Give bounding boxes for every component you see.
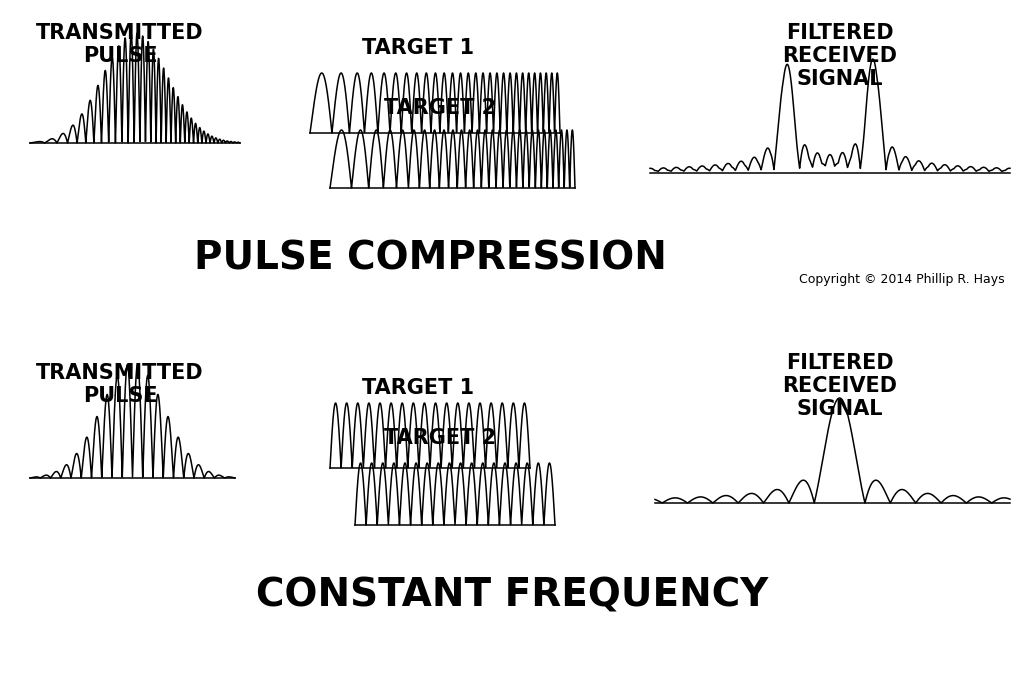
Text: PULSE COMPRESSION: PULSE COMPRESSION — [194, 240, 667, 278]
Text: Copyright © 2014 Phillip R. Hays: Copyright © 2014 Phillip R. Hays — [800, 273, 1005, 286]
Text: FILTERED
RECEIVED
SIGNAL: FILTERED RECEIVED SIGNAL — [782, 23, 897, 90]
Text: FILTERED
RECEIVED
SIGNAL: FILTERED RECEIVED SIGNAL — [782, 353, 897, 419]
Text: TARGET 1: TARGET 1 — [361, 378, 474, 398]
Text: TRANSMITTED
PULSE: TRANSMITTED PULSE — [36, 23, 204, 66]
Text: TARGET 2: TARGET 2 — [384, 98, 496, 118]
Text: TARGET 1: TARGET 1 — [361, 38, 474, 58]
Text: CONSTANT FREQUENCY: CONSTANT FREQUENCY — [256, 577, 768, 615]
Text: TARGET 2: TARGET 2 — [384, 428, 496, 448]
Text: TRANSMITTED
PULSE: TRANSMITTED PULSE — [36, 363, 204, 406]
